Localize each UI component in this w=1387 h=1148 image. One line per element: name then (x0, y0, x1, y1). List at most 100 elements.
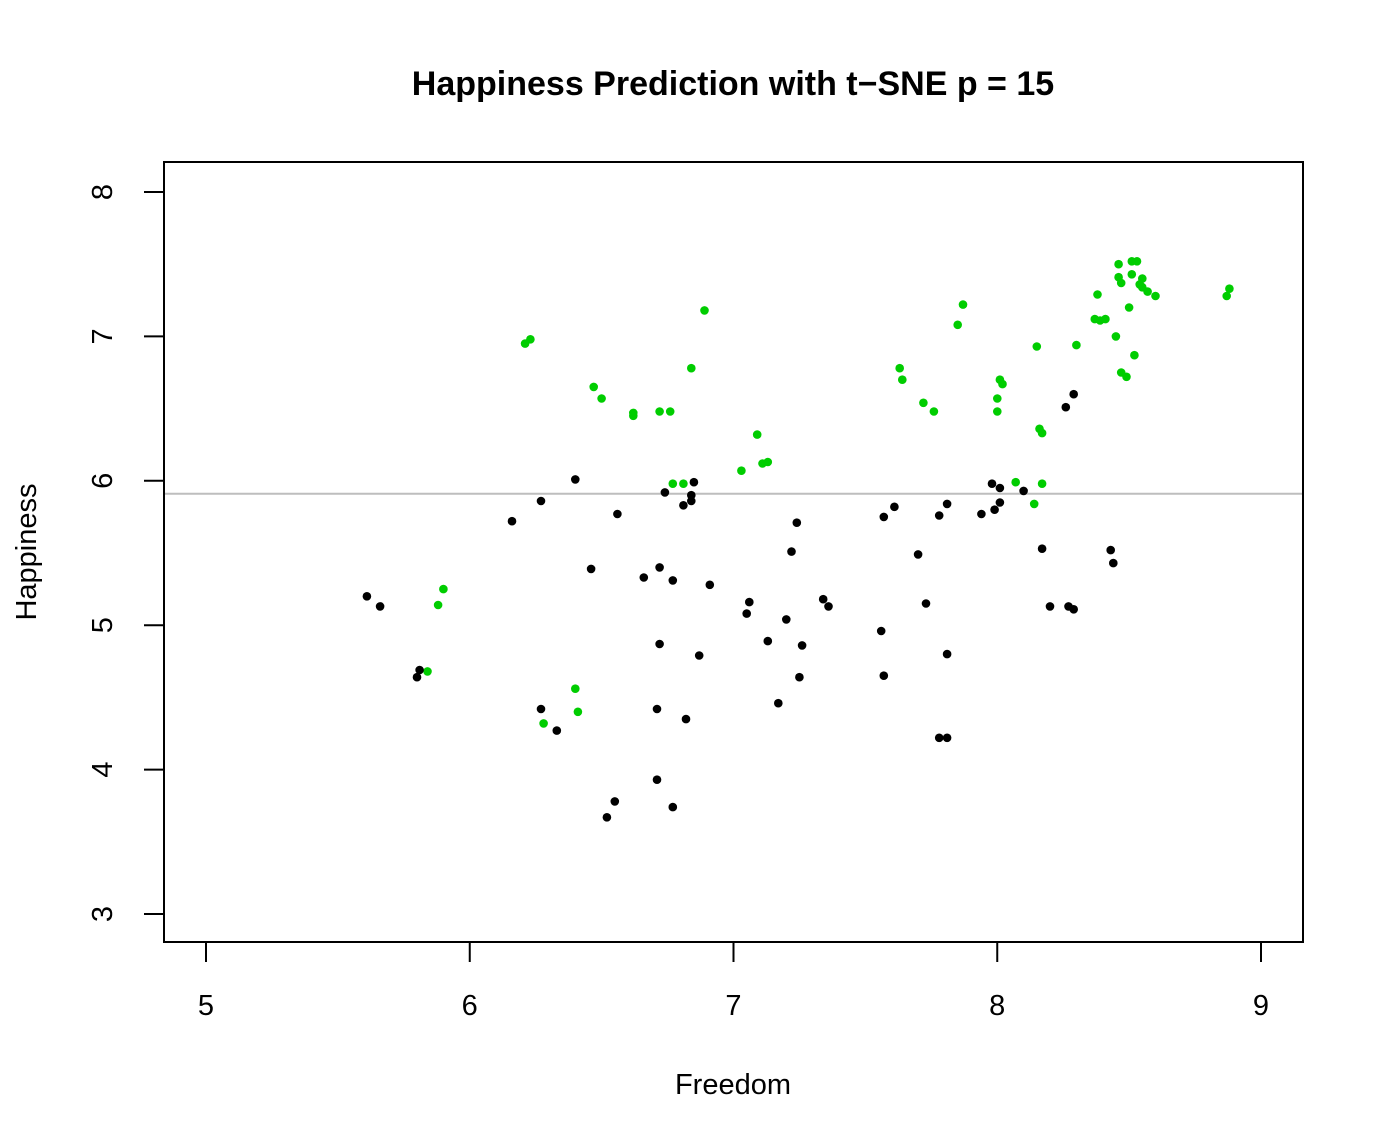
data-point (571, 475, 580, 484)
data-point (597, 394, 606, 403)
data-point (705, 580, 715, 590)
y-tick-label: 8 (87, 184, 119, 200)
data-point (362, 592, 372, 601)
data-point (552, 726, 562, 735)
x-tick-label: 9 (1253, 990, 1269, 1022)
data-point (929, 407, 939, 416)
data-point (412, 672, 422, 682)
data-point (942, 499, 952, 509)
data-point (613, 509, 622, 519)
data-point (921, 599, 931, 608)
data-point (660, 488, 670, 497)
x-tick-label: 5 (198, 990, 214, 1022)
data-point (573, 707, 583, 717)
data-point (1127, 270, 1137, 279)
data-point (1032, 342, 1042, 351)
data-point (1106, 545, 1115, 555)
data-point (655, 639, 664, 649)
data-point (934, 511, 944, 520)
data-point (536, 704, 546, 714)
data-point (1069, 605, 1078, 614)
data-point (890, 502, 899, 512)
data-point (787, 547, 796, 556)
data-point (375, 602, 385, 611)
data-point (1045, 602, 1055, 611)
data-point (993, 394, 1002, 403)
data-point (639, 573, 649, 582)
data-point (737, 466, 746, 476)
data-point (668, 479, 678, 489)
data-point (668, 802, 678, 812)
data-point (1029, 499, 1039, 509)
x-axis-label: Freedom (675, 1069, 791, 1101)
data-point (571, 684, 580, 693)
data-point (1122, 372, 1131, 382)
data-point (423, 667, 432, 676)
data-point (942, 733, 952, 743)
data-point (1132, 257, 1142, 266)
data-point (958, 300, 968, 309)
data-point (1072, 340, 1081, 350)
data-point (879, 512, 889, 522)
data-point (526, 335, 535, 344)
y-axis: 3 4 5 6 7 8 (87, 184, 165, 922)
data-point (1114, 259, 1123, 269)
data-point (1101, 314, 1110, 324)
data-point (795, 672, 804, 682)
data-point (763, 457, 773, 467)
data-point (689, 477, 699, 487)
y-tick-label: 3 (87, 906, 119, 922)
data-point (995, 483, 1005, 493)
data-point (774, 698, 783, 708)
data-point (679, 479, 688, 489)
y-tick-label: 5 (87, 617, 119, 633)
data-point (679, 501, 688, 510)
data-point (665, 407, 675, 416)
data-point (433, 600, 443, 610)
data-point (763, 636, 773, 646)
data-point (652, 704, 662, 714)
data-point (602, 813, 612, 822)
data-point (507, 516, 517, 526)
data-point (1061, 402, 1071, 412)
data-point (797, 641, 807, 650)
data-point (792, 518, 802, 527)
data-point (655, 407, 664, 416)
data-point (752, 430, 762, 439)
x-tick-label: 6 (462, 990, 478, 1022)
data-point (652, 775, 662, 784)
plot-area (164, 257, 1303, 822)
data-point (824, 602, 833, 611)
data-point (536, 496, 546, 506)
data-point (876, 626, 886, 636)
data-point (919, 398, 928, 408)
y-tick-label: 4 (87, 762, 119, 778)
data-point (1111, 332, 1121, 341)
data-point (1093, 290, 1102, 299)
data-point (898, 375, 907, 385)
data-point (687, 490, 696, 500)
data-point (1037, 479, 1047, 489)
x-axis: 5 6 7 8 9 (198, 941, 1269, 1022)
data-point (742, 609, 751, 618)
data-point (655, 563, 664, 572)
data-point (1124, 303, 1134, 312)
data-point (953, 320, 962, 330)
data-point (990, 505, 999, 514)
data-point (415, 665, 424, 675)
data-point (1130, 350, 1139, 360)
data-point (1143, 287, 1152, 296)
data-point (782, 615, 791, 624)
y-tick-label: 6 (87, 473, 119, 489)
data-point (1138, 274, 1147, 283)
data-point (998, 379, 1007, 389)
data-point (987, 479, 997, 489)
data-point (1151, 291, 1160, 301)
data-point (1116, 278, 1126, 288)
x-tick-label: 7 (725, 990, 741, 1022)
data-point (1037, 544, 1047, 553)
data-point (610, 797, 620, 806)
data-point (687, 363, 696, 373)
data-point (681, 714, 691, 724)
